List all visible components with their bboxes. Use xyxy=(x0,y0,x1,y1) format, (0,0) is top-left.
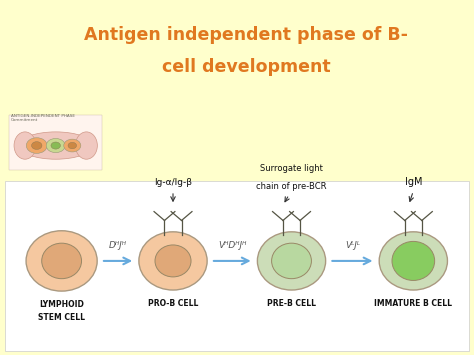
Circle shape xyxy=(68,142,76,149)
Ellipse shape xyxy=(155,245,191,277)
Text: DᴴJᴴ: DᴴJᴴ xyxy=(109,241,127,250)
Ellipse shape xyxy=(272,243,311,279)
FancyBboxPatch shape xyxy=(5,181,469,351)
Text: PRO-B CELL: PRO-B CELL xyxy=(148,299,198,308)
Ellipse shape xyxy=(392,241,435,280)
Text: Commitment: Commitment xyxy=(11,119,38,122)
Text: IMMATURE B CELL: IMMATURE B CELL xyxy=(374,299,452,308)
Circle shape xyxy=(27,138,47,153)
FancyBboxPatch shape xyxy=(9,115,102,170)
Ellipse shape xyxy=(75,132,97,159)
Circle shape xyxy=(64,139,81,152)
Text: cell development: cell development xyxy=(162,59,331,76)
Ellipse shape xyxy=(18,132,93,159)
Ellipse shape xyxy=(139,232,207,290)
Text: ANTIGEN-INDEPENDENT PHASE: ANTIGEN-INDEPENDENT PHASE xyxy=(11,114,75,118)
Text: PRE-B CELL: PRE-B CELL xyxy=(267,299,316,308)
Text: Surrogate light: Surrogate light xyxy=(260,164,323,173)
Circle shape xyxy=(46,138,65,153)
Ellipse shape xyxy=(42,243,82,279)
Ellipse shape xyxy=(14,132,36,159)
Ellipse shape xyxy=(257,232,326,290)
Text: chain of pre-BCR: chain of pre-BCR xyxy=(256,182,327,191)
Text: VᴴDᴴJᴴ: VᴴDᴴJᴴ xyxy=(218,241,246,250)
Text: Ig-α/Ig-β: Ig-α/Ig-β xyxy=(154,179,192,187)
Ellipse shape xyxy=(379,232,447,290)
Text: LYMPHOID: LYMPHOID xyxy=(39,300,84,309)
Text: Antigen independent phase of B-: Antigen independent phase of B- xyxy=(84,27,409,44)
Circle shape xyxy=(51,142,61,149)
Text: IgM: IgM xyxy=(405,178,422,187)
Text: VᴸJᴸ: VᴸJᴸ xyxy=(345,241,360,250)
Text: STEM CELL: STEM CELL xyxy=(38,313,85,322)
Circle shape xyxy=(31,142,42,149)
Ellipse shape xyxy=(26,231,97,291)
